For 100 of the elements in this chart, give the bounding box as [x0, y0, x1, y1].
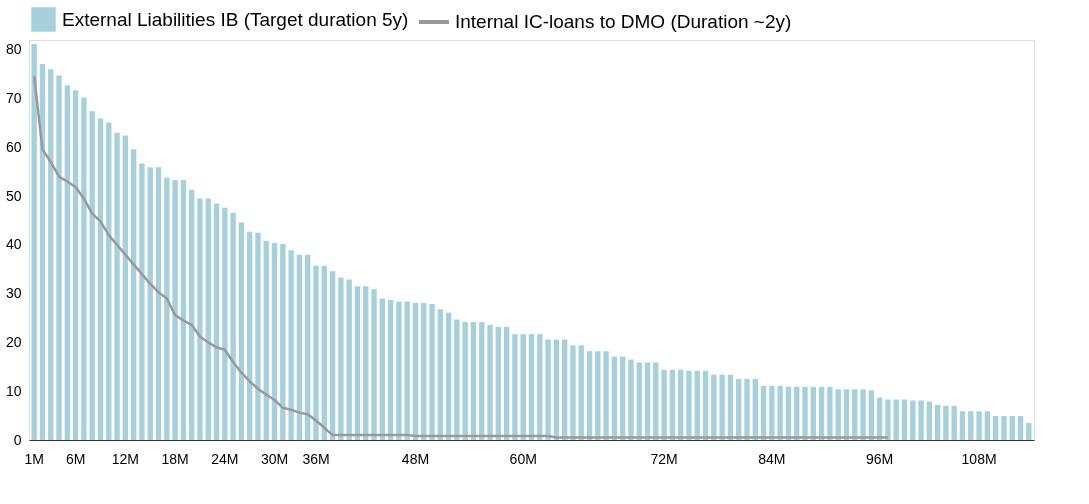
bar: [586, 351, 593, 440]
x-tick-label: 24M: [211, 450, 239, 467]
bar: [537, 334, 543, 440]
bar: [653, 362, 659, 440]
bar: [222, 207, 228, 440]
bar: [719, 374, 725, 440]
bar: [354, 286, 361, 440]
bar: [661, 369, 667, 440]
x-tick-label: 12M: [111, 450, 139, 467]
bar: [686, 370, 692, 440]
bar: [313, 265, 319, 440]
bar: [147, 167, 153, 440]
x-tick-label: 48M: [401, 450, 430, 467]
y-tick-label: 0: [13, 431, 22, 448]
bar: [827, 386, 833, 440]
bar: [744, 379, 750, 440]
bar: [363, 286, 369, 440]
bar: [288, 250, 294, 440]
bar: [114, 132, 120, 440]
legend-label: External Liabilities IB (Target duration 5y): [62, 8, 409, 30]
bar: [213, 203, 220, 440]
line-series: [32, 74, 890, 439]
bar: [106, 122, 112, 440]
bar: [462, 321, 468, 440]
bar: [305, 254, 311, 440]
bar: [122, 135, 129, 440]
bar: [835, 389, 841, 440]
bar: [951, 405, 957, 440]
bar: [487, 324, 493, 440]
y-tick-label: 10: [5, 382, 22, 399]
bar: [777, 385, 783, 440]
bar: [943, 405, 949, 440]
bar: [255, 232, 261, 440]
bar: [578, 345, 584, 440]
bar: [918, 400, 924, 440]
bar: [139, 163, 145, 440]
bar: [387, 300, 394, 440]
bar: [412, 302, 419, 440]
x-tick-label: 1M: [24, 450, 44, 467]
bar: [968, 411, 974, 440]
bar: [404, 301, 410, 440]
bar: [636, 362, 642, 440]
y-tick-label: 30: [5, 285, 22, 302]
bar: [553, 339, 560, 440]
bar: [72, 90, 79, 440]
bar: [396, 301, 402, 440]
bar: [1026, 422, 1032, 440]
bar: [437, 309, 444, 440]
bar: [31, 43, 37, 440]
x-tick-label: 18M: [161, 450, 189, 467]
bar: [470, 321, 477, 440]
bar: [39, 63, 46, 440]
bar: [155, 167, 162, 440]
bar: [379, 298, 385, 440]
bar: [164, 177, 170, 440]
bar: [901, 399, 908, 440]
bar: [329, 271, 336, 440]
x-tick-label: 6M: [65, 450, 86, 467]
x-tick-label: 72M: [650, 450, 678, 467]
bar: [371, 289, 377, 440]
bar: [188, 189, 195, 440]
bar: [238, 222, 245, 440]
bar: [860, 389, 866, 440]
bar: [296, 254, 303, 440]
bar: [628, 359, 634, 440]
bar: [230, 212, 236, 440]
x-tick-label: 84M: [758, 450, 786, 467]
bar: [934, 404, 941, 440]
bar: [97, 118, 104, 440]
bar: [893, 399, 899, 440]
bar: [495, 326, 502, 440]
bar: [346, 279, 352, 440]
bar: [89, 111, 95, 440]
bar: [910, 400, 916, 440]
y-tick-label: 20: [5, 333, 22, 350]
bar: [205, 198, 211, 440]
bar: [992, 416, 999, 440]
bar: [802, 386, 808, 440]
bar: [271, 242, 278, 440]
bar: [263, 240, 269, 440]
bar: [976, 411, 982, 440]
legend-label: Internal IC-loans to DMO (Duration ~2y): [455, 11, 792, 32]
bar: [321, 265, 327, 440]
x-tick-label: 108M: [961, 450, 997, 467]
bar: [503, 326, 510, 440]
bar: [48, 69, 54, 440]
bar: [64, 85, 71, 440]
bar: [172, 180, 178, 440]
x-tick-label: 30M: [260, 450, 289, 467]
bar: [445, 312, 452, 440]
bar: [595, 351, 601, 440]
bar: [1017, 416, 1024, 440]
bar: [246, 231, 253, 440]
bar: [429, 303, 435, 440]
bar: [1001, 416, 1007, 440]
x-tick-label: 36M: [302, 450, 330, 467]
bar: [644, 362, 651, 440]
bar: [81, 97, 87, 440]
y-tick-label: 70: [5, 90, 22, 107]
bar: [528, 334, 535, 440]
